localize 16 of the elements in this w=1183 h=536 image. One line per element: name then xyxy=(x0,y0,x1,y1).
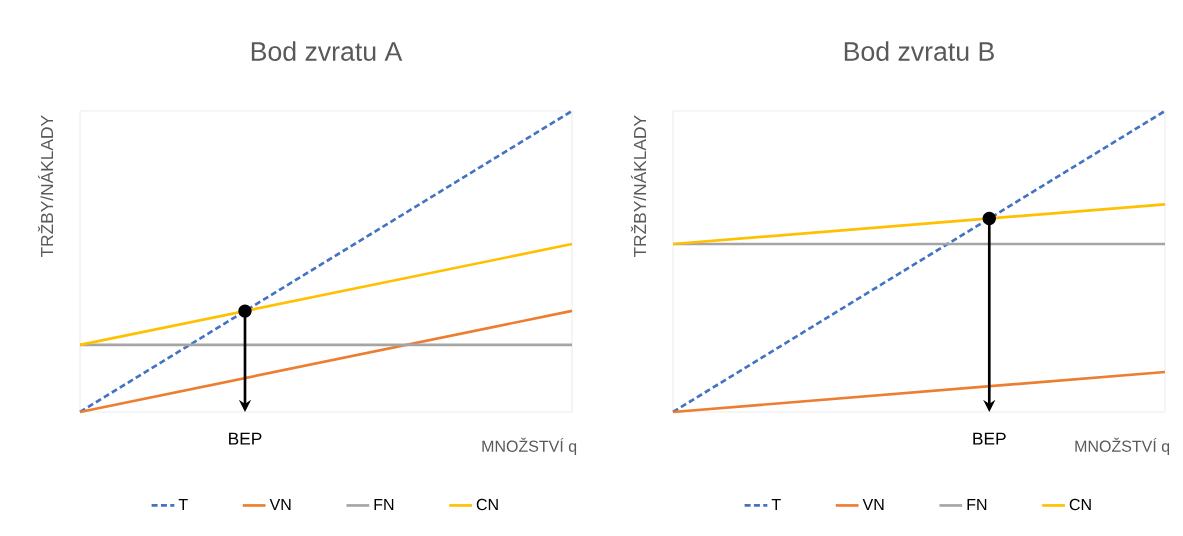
text: BEP xyxy=(973,432,1006,445)
text: BEP xyxy=(229,432,262,445)
legend-label: VN xyxy=(862,498,884,510)
chart-title: Bod zvratu B xyxy=(844,41,994,61)
legend-label: FN xyxy=(967,498,987,510)
legend-label: T xyxy=(771,498,781,510)
legend-label: VN xyxy=(269,498,291,510)
legend-label: CN xyxy=(1069,498,1091,511)
legend-label: FN xyxy=(374,498,394,510)
legend-label: T xyxy=(178,498,188,510)
chart-title: Bod zvratu A xyxy=(251,41,403,61)
y-axis-title: TRŽBY/NÁKLADY xyxy=(630,115,647,258)
legend-label: CN xyxy=(476,498,498,511)
x-axis-title: MNOŽSTVÍ q xyxy=(1075,437,1170,456)
y-axis-title: TRŽBY/NÁKLADY xyxy=(37,115,54,258)
x-axis-title: MNOŽSTVÍ q xyxy=(482,437,577,456)
